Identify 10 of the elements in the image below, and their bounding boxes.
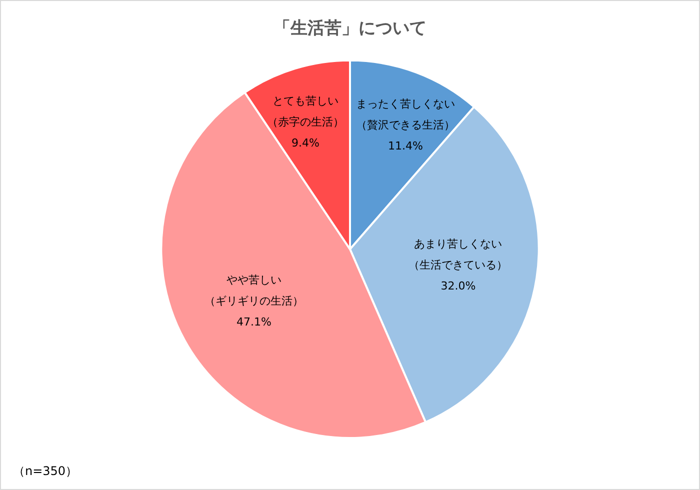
- slice-label: やや苦しい（ギリギリの生活）: [204, 274, 304, 308]
- data-label: 9.4%: [292, 136, 320, 150]
- data-label: 47.1%: [236, 316, 272, 329]
- slice-label: あまり苦しくない（生活できている）: [408, 238, 508, 272]
- data-label: 32.0%: [440, 280, 476, 293]
- slice-label: まったく苦しくない（贅沢できる生活）: [356, 97, 455, 132]
- data-label: 11.4%: [388, 139, 423, 152]
- text: （n=350）: [13, 463, 78, 480]
- slice-label: とても苦しい（赤字の生活）: [267, 94, 344, 129]
- chart-title: 「生活苦」について: [274, 18, 426, 39]
